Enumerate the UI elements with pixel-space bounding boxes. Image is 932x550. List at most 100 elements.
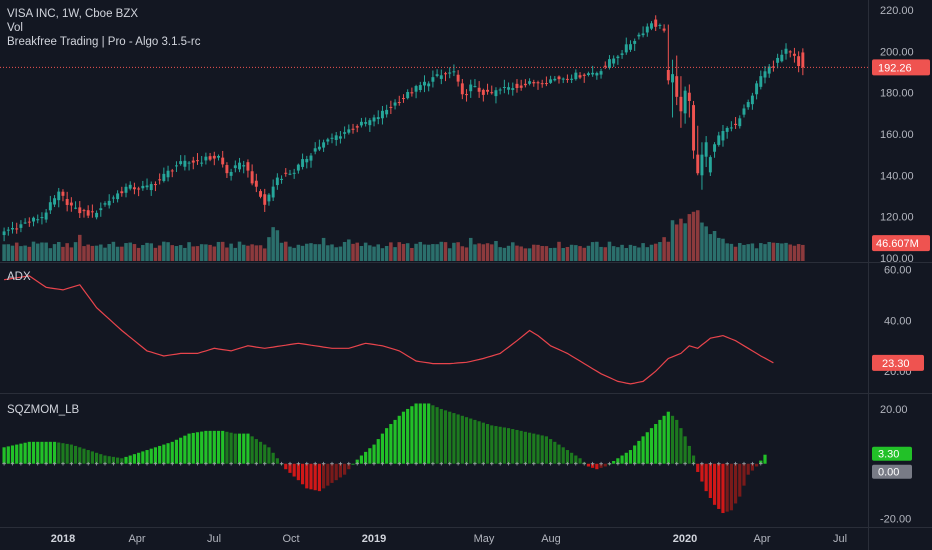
volume-bar: [187, 242, 191, 261]
squeeze-cross: [733, 461, 738, 466]
candle-body: [145, 185, 149, 188]
volume-bar: [174, 246, 179, 261]
squeeze-cross: [380, 461, 385, 466]
sqzmom-bar: [687, 445, 691, 464]
sqzmom-bar: [107, 456, 111, 464]
candle-body: [532, 82, 536, 84]
sqzmom-bar: [10, 445, 15, 464]
adx-last-label: 23.30: [882, 358, 910, 370]
candle-body: [242, 165, 246, 167]
volume-bar: [729, 243, 734, 261]
volume-bar: [599, 246, 603, 261]
volume-bar: [767, 241, 771, 261]
candle-body: [607, 59, 611, 68]
sqzmom-bar: [364, 451, 368, 464]
sqzmom-bar: [296, 463, 300, 481]
volume-bar: [157, 245, 162, 261]
candle-body: [427, 83, 431, 87]
volume-bar: [511, 242, 515, 261]
volume-indicator-label[interactable]: Vol: [7, 22, 23, 34]
squeeze-cross: [523, 461, 528, 466]
symbol-title[interactable]: VISA INC, 1W, Cboe BZX: [7, 8, 139, 20]
squeeze-cross: [405, 461, 410, 466]
volume-bar: [717, 237, 721, 261]
candle-body: [292, 172, 296, 174]
time-tick-label: 2018: [51, 533, 75, 545]
sqzmom-bar: [221, 430, 225, 464]
squeeze-cross: [178, 461, 183, 466]
volume-bar: [107, 244, 111, 261]
sqzmom-bar: [654, 424, 658, 464]
sqzmom-bar: [700, 463, 704, 482]
candle-body: [322, 142, 326, 148]
squeeze-cross: [389, 461, 393, 466]
squeeze-cross: [548, 461, 553, 466]
squeeze-cross: [338, 461, 343, 466]
volume-bar: [721, 238, 725, 261]
volume-bar: [548, 248, 553, 261]
squeeze-cross: [279, 461, 284, 466]
candle-body: [574, 72, 578, 80]
volume-bar: [212, 246, 217, 261]
candle-body: [595, 73, 599, 76]
sqzmom-bar: [380, 433, 385, 464]
candle-body: [389, 106, 393, 108]
sqzmom-bar: [162, 444, 166, 464]
volume-bar: [746, 244, 750, 261]
adx-legend[interactable]: ADX: [7, 271, 31, 283]
volume-bar: [120, 246, 124, 261]
chart-legend: VISA INC, 1W, Cboe BZX Vol Breakfree Tra…: [7, 7, 200, 49]
squeeze-cross: [658, 461, 662, 466]
sqzmom-bar: [372, 444, 376, 464]
volume-bar: [687, 214, 692, 261]
volume-bar: [553, 247, 557, 261]
sqzmom-bar: [574, 455, 578, 464]
sqzmom-bar: [733, 463, 738, 504]
volume-bar: [384, 246, 389, 261]
volume-bar: [191, 246, 196, 261]
volume-bar: [292, 247, 296, 261]
squeeze-cross: [2, 461, 6, 466]
candle-body: [553, 78, 557, 81]
sqzmom-bar: [649, 428, 654, 464]
time-tick-label: 2019: [362, 533, 386, 545]
volume-bar: [410, 247, 414, 261]
algo-indicator-label[interactable]: Breakfree Trading | Pro - Algo 3.1.5-rc: [7, 36, 201, 48]
sqzmom-bar: [233, 433, 237, 464]
sqzmom-bar: [498, 426, 502, 464]
candle-body: [141, 185, 145, 189]
squeeze-cross: [69, 461, 74, 466]
volume-bar: [111, 241, 116, 261]
volume-bar: [61, 246, 65, 261]
sqzmom-bar: [351, 463, 355, 465]
volume-bar: [372, 246, 376, 261]
volume-bar: [128, 242, 132, 261]
candle-body: [233, 165, 237, 169]
volume-bar: [254, 245, 259, 261]
candle-body: [254, 180, 258, 187]
volume-bar: [27, 246, 32, 261]
sqzmom-bar: [691, 455, 696, 464]
candle-body: [116, 193, 120, 200]
candle-body: [797, 56, 801, 67]
volume-bar: [456, 242, 460, 261]
volume-bar: [229, 243, 233, 261]
candle-body: [229, 171, 233, 176]
volume-bar: [363, 242, 368, 261]
volume-bar: [208, 244, 212, 261]
squeeze-cross: [313, 461, 317, 466]
candle-body: [444, 73, 447, 75]
squeeze-dots: [2, 461, 763, 466]
sqzmom-legend[interactable]: SQZMOM_LB: [7, 404, 80, 416]
candle-body: [645, 26, 649, 33]
volume-bar: [788, 244, 792, 261]
sqzmom-bar: [52, 441, 57, 464]
volume-bar: [35, 243, 40, 261]
squeeze-cross: [153, 461, 158, 466]
sqzmom-bar: [712, 463, 717, 505]
sqzmom-bar: [120, 458, 124, 464]
volume-bar: [267, 237, 271, 261]
volume-bar: [532, 244, 536, 261]
candle-body: [296, 164, 300, 171]
